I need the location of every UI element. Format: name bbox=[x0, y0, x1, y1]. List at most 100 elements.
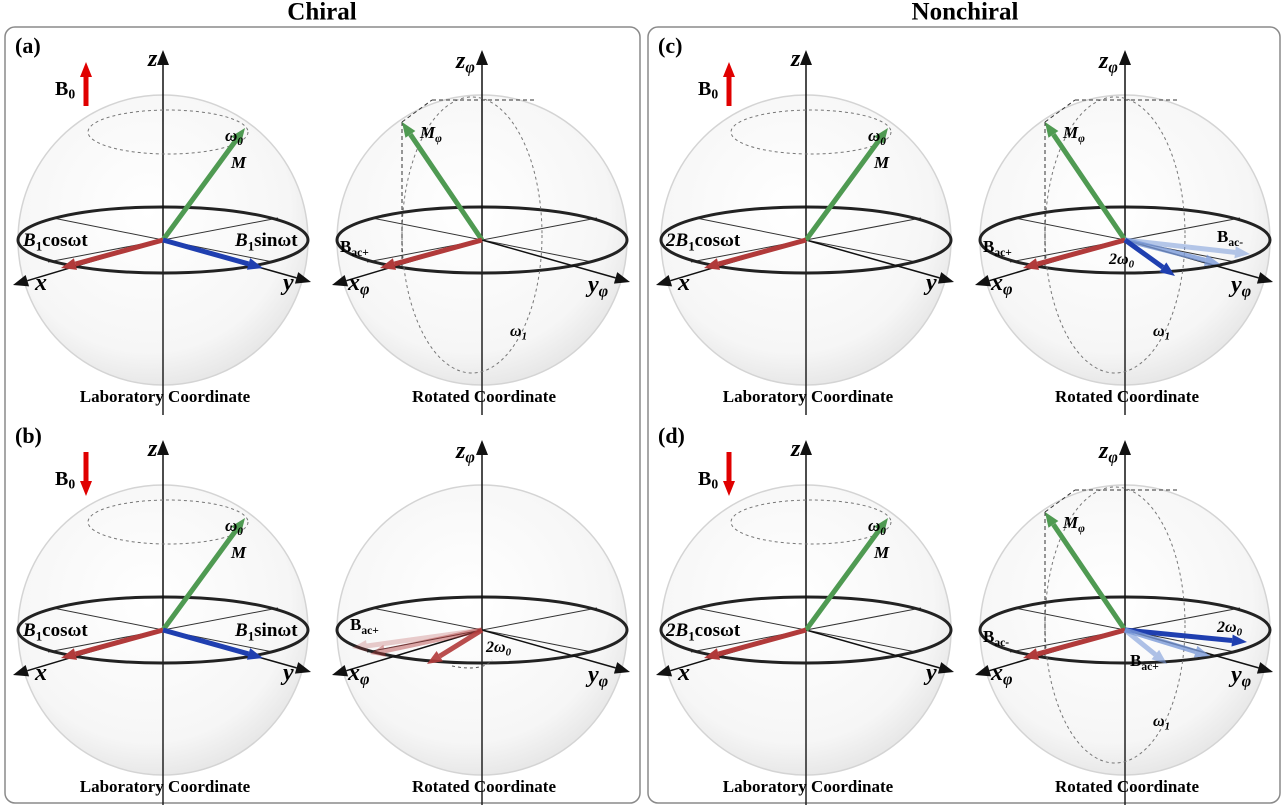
caption: Rotated Coordinate bbox=[412, 387, 556, 406]
label-base: 2B bbox=[665, 620, 688, 641]
label: x bbox=[677, 270, 690, 296]
figure: Chiral(a)B0zxyω0MB1cosωtB1sinωtLaborator… bbox=[0, 0, 1285, 806]
vector-head bbox=[723, 62, 735, 77]
label-sub: 0 bbox=[506, 646, 512, 658]
label-base: x bbox=[347, 660, 360, 686]
group-title: Nonchiral bbox=[912, 0, 1019, 26]
vector-head bbox=[1119, 50, 1131, 65]
label-base: B bbox=[983, 237, 994, 256]
label-base: z bbox=[790, 436, 801, 462]
label-base: y bbox=[923, 270, 937, 296]
label: y bbox=[923, 270, 937, 296]
vector-head bbox=[723, 481, 735, 496]
label-sub: 0 bbox=[880, 524, 886, 537]
label-base: y bbox=[923, 660, 937, 686]
label-sub: φ bbox=[360, 669, 370, 688]
label: M bbox=[230, 543, 247, 562]
label-base: y bbox=[585, 272, 599, 298]
vector-head bbox=[800, 50, 812, 65]
label-base: ω bbox=[225, 126, 237, 145]
label-base: z bbox=[1098, 438, 1109, 464]
label-sub: φ bbox=[599, 671, 609, 690]
label-base: 2ω bbox=[1216, 619, 1237, 636]
panel-label: (c) bbox=[658, 33, 682, 58]
label-sub: φ bbox=[1003, 669, 1013, 688]
label-base: x bbox=[347, 270, 360, 296]
label-base: B bbox=[698, 468, 711, 490]
label: z bbox=[790, 436, 801, 462]
label-post: sinωt bbox=[254, 230, 298, 251]
field-label: B0 bbox=[698, 78, 718, 102]
label-base: M bbox=[1062, 123, 1079, 142]
caption: Rotated Coordinate bbox=[1055, 387, 1199, 406]
label-base: ω bbox=[868, 516, 880, 535]
label-base: B bbox=[340, 237, 351, 256]
panel-label: (d) bbox=[658, 423, 685, 448]
label-base: B bbox=[55, 468, 68, 490]
label-post: cosωt bbox=[695, 230, 741, 251]
label-sub: ac+ bbox=[351, 245, 368, 258]
label-base: x bbox=[34, 270, 47, 296]
label: M bbox=[873, 543, 890, 562]
label-sub: φ bbox=[599, 281, 609, 300]
label-sub: φ bbox=[465, 57, 475, 76]
label: y bbox=[923, 660, 937, 686]
label-sub: 0 bbox=[711, 87, 718, 102]
label-base: x bbox=[990, 270, 1003, 296]
label: B1cosωt bbox=[22, 620, 88, 643]
label-sub: φ bbox=[1242, 281, 1252, 300]
label: x bbox=[34, 270, 47, 296]
caption: Rotated Coordinate bbox=[412, 777, 556, 796]
label-base: B bbox=[1217, 227, 1228, 246]
label-base: 2B bbox=[665, 230, 688, 251]
label-sub: 0 bbox=[68, 87, 75, 102]
caption: Laboratory Coordinate bbox=[80, 777, 251, 796]
label-sub: 0 bbox=[68, 477, 75, 492]
label: z bbox=[790, 46, 801, 72]
label-base: M bbox=[873, 543, 890, 562]
caption: Laboratory Coordinate bbox=[723, 777, 894, 796]
label-base: ω bbox=[1153, 323, 1165, 340]
label: z bbox=[147, 46, 158, 72]
label-base: B bbox=[234, 230, 248, 251]
panel-label: (a) bbox=[15, 33, 41, 58]
label: M bbox=[230, 153, 247, 172]
label-base: y bbox=[280, 660, 294, 686]
label: zφ bbox=[1098, 48, 1118, 77]
label-sub: φ bbox=[1003, 279, 1013, 298]
label-sub: ac- bbox=[1228, 235, 1243, 248]
vector-head bbox=[157, 440, 169, 455]
caption: Laboratory Coordinate bbox=[723, 387, 894, 406]
label-sub: 0 bbox=[1129, 258, 1135, 270]
label-base: z bbox=[147, 436, 158, 462]
label-sub: ac- bbox=[994, 635, 1009, 648]
label-post: cosωt bbox=[42, 620, 88, 641]
label-sub: φ bbox=[435, 131, 442, 144]
label-base: B bbox=[234, 620, 248, 641]
label-base: y bbox=[1228, 272, 1242, 298]
label: 2B1cosωt bbox=[665, 620, 741, 643]
label-base: 2ω bbox=[485, 639, 506, 656]
label-base: B bbox=[55, 78, 68, 100]
field-label: B0 bbox=[698, 468, 718, 492]
label-sub: 1 bbox=[522, 330, 527, 342]
label-post: cosωt bbox=[695, 620, 741, 641]
label-sub: 0 bbox=[711, 477, 718, 492]
label-sub: 0 bbox=[1237, 626, 1243, 638]
vector-head bbox=[476, 440, 488, 455]
label: y bbox=[280, 270, 294, 296]
label-base: B bbox=[1130, 651, 1141, 670]
vector-head bbox=[1119, 440, 1131, 455]
vector-head bbox=[800, 440, 812, 455]
label-sub: ac+ bbox=[994, 245, 1011, 258]
label-base: ω bbox=[1153, 713, 1165, 730]
label-sub: 0 bbox=[237, 134, 243, 147]
label-base: x bbox=[990, 660, 1003, 686]
label-base: x bbox=[677, 660, 690, 686]
label-base: x bbox=[677, 270, 690, 296]
label: M bbox=[873, 153, 890, 172]
label-base: z bbox=[790, 46, 801, 72]
label-base: ω bbox=[510, 323, 522, 340]
label: z bbox=[147, 436, 158, 462]
label-base: ω bbox=[225, 516, 237, 535]
